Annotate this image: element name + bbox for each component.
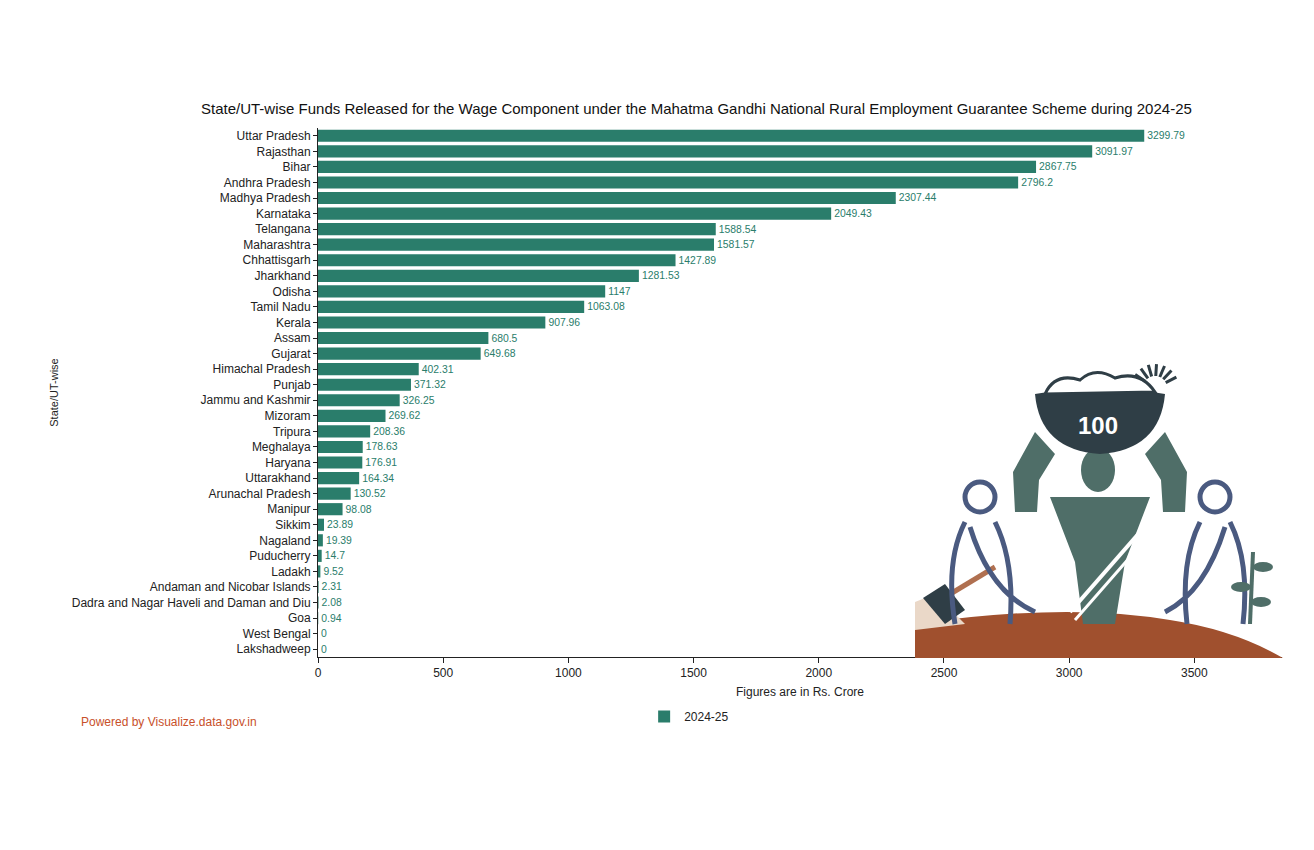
svg-text:1281.53: 1281.53 — [642, 270, 680, 281]
svg-text:Rajasthan: Rajasthan — [257, 145, 311, 159]
svg-text:Odisha: Odisha — [273, 285, 311, 299]
svg-text:1500: 1500 — [680, 666, 707, 680]
svg-text:500: 500 — [433, 666, 453, 680]
svg-text:98.08: 98.08 — [346, 504, 372, 515]
svg-text:0: 0 — [321, 644, 327, 655]
svg-text:Uttar Pradesh: Uttar Pradesh — [237, 129, 311, 143]
svg-text:0: 0 — [321, 628, 327, 639]
svg-text:208.36: 208.36 — [373, 426, 405, 437]
svg-text:2.31: 2.31 — [322, 581, 342, 592]
svg-text:Lakshadweep: Lakshadweep — [237, 642, 311, 656]
svg-text:176.91: 176.91 — [365, 457, 397, 468]
svg-text:Maharashtra: Maharashtra — [243, 238, 311, 252]
svg-text:178.63: 178.63 — [366, 441, 398, 452]
svg-text:Goa: Goa — [288, 611, 311, 625]
svg-text:Madhya Pradesh: Madhya Pradesh — [220, 191, 311, 205]
svg-text:Nagaland: Nagaland — [259, 534, 310, 548]
svg-text:3299.79: 3299.79 — [1147, 130, 1185, 141]
svg-text:2049.43: 2049.43 — [834, 208, 872, 219]
svg-text:2796.2: 2796.2 — [1021, 177, 1053, 188]
svg-text:State/UT-wise Funds Released f: State/UT-wise Funds Released for the Wag… — [201, 100, 1192, 117]
svg-text:100: 100 — [1078, 412, 1118, 439]
svg-text:23.89: 23.89 — [327, 519, 353, 530]
svg-text:130.52: 130.52 — [354, 488, 386, 499]
svg-text:Kerala: Kerala — [276, 316, 311, 330]
svg-text:Meghalaya: Meghalaya — [252, 440, 311, 454]
svg-text:Haryana: Haryana — [265, 456, 311, 470]
svg-text:1427.89: 1427.89 — [679, 255, 717, 266]
svg-text:164.34: 164.34 — [362, 473, 394, 484]
svg-text:269.62: 269.62 — [389, 410, 421, 421]
svg-text:1588.54: 1588.54 — [719, 224, 757, 235]
svg-text:Mizoram: Mizoram — [265, 409, 311, 423]
svg-text:Himachal Pradesh: Himachal Pradesh — [213, 362, 311, 376]
svg-text:Gujarat: Gujarat — [271, 347, 311, 361]
svg-text:2.08: 2.08 — [322, 597, 342, 608]
svg-text:Figures are in Rs. Crore: Figures are in Rs. Crore — [736, 685, 864, 699]
svg-text:Assam: Assam — [274, 331, 311, 345]
svg-text:3500: 3500 — [1181, 666, 1208, 680]
svg-text:3000: 3000 — [1056, 666, 1083, 680]
svg-text:Puducherry: Puducherry — [249, 549, 310, 563]
svg-text:Tripura: Tripura — [273, 425, 311, 439]
svg-text:19.39: 19.39 — [326, 535, 352, 546]
svg-text:Telangana: Telangana — [255, 222, 311, 236]
svg-text:9.52: 9.52 — [323, 566, 343, 577]
svg-text:Jharkhand: Jharkhand — [255, 269, 311, 283]
svg-text:2000: 2000 — [805, 666, 832, 680]
svg-text:14.7: 14.7 — [325, 550, 345, 561]
svg-text:Bihar: Bihar — [283, 160, 311, 174]
svg-text:371.32: 371.32 — [414, 379, 446, 390]
svg-text:Punjab: Punjab — [273, 378, 311, 392]
svg-text:State/UT-wise: State/UT-wise — [48, 358, 60, 426]
svg-text:Andhra Pradesh: Andhra Pradesh — [224, 176, 311, 190]
svg-text:649.68: 649.68 — [484, 348, 516, 359]
svg-text:2307.44: 2307.44 — [899, 192, 937, 203]
svg-text:1000: 1000 — [555, 666, 582, 680]
svg-text:Ladakh: Ladakh — [271, 565, 310, 579]
svg-text:Sikkim: Sikkim — [275, 518, 310, 532]
svg-text:907.96: 907.96 — [548, 317, 580, 328]
svg-text:Uttarakhand: Uttarakhand — [245, 471, 310, 485]
svg-text:West Bengal: West Bengal — [243, 627, 311, 641]
svg-text:Tamil Nadu: Tamil Nadu — [251, 300, 311, 314]
svg-text:2500: 2500 — [931, 666, 958, 680]
svg-text:680.5: 680.5 — [491, 333, 517, 344]
svg-text:Manipur: Manipur — [267, 502, 310, 516]
svg-text:3091.97: 3091.97 — [1095, 146, 1133, 157]
svg-text:Karnataka: Karnataka — [256, 207, 311, 221]
svg-text:0: 0 — [315, 666, 322, 680]
svg-text:Jammu and Kashmir: Jammu and Kashmir — [201, 393, 311, 407]
svg-text:Powered by Visualize.data.gov.: Powered by Visualize.data.gov.in — [81, 715, 257, 729]
svg-text:Chhattisgarh: Chhattisgarh — [243, 253, 311, 267]
svg-text:Andaman and Nicobar Islands: Andaman and Nicobar Islands — [150, 580, 311, 594]
svg-text:2867.75: 2867.75 — [1039, 161, 1077, 172]
svg-text:402.31: 402.31 — [422, 364, 454, 375]
svg-text:1581.57: 1581.57 — [717, 239, 755, 250]
svg-text:1147: 1147 — [608, 286, 631, 297]
svg-text:Dadra and Nagar Haveli and Dam: Dadra and Nagar Haveli and Daman and Diu — [72, 596, 311, 610]
svg-text:2024-25: 2024-25 — [684, 710, 728, 724]
svg-text:Arunachal Pradesh: Arunachal Pradesh — [209, 487, 311, 501]
svg-text:0.94: 0.94 — [321, 613, 341, 624]
svg-text:326.25: 326.25 — [403, 395, 435, 406]
svg-text:1063.08: 1063.08 — [587, 301, 625, 312]
